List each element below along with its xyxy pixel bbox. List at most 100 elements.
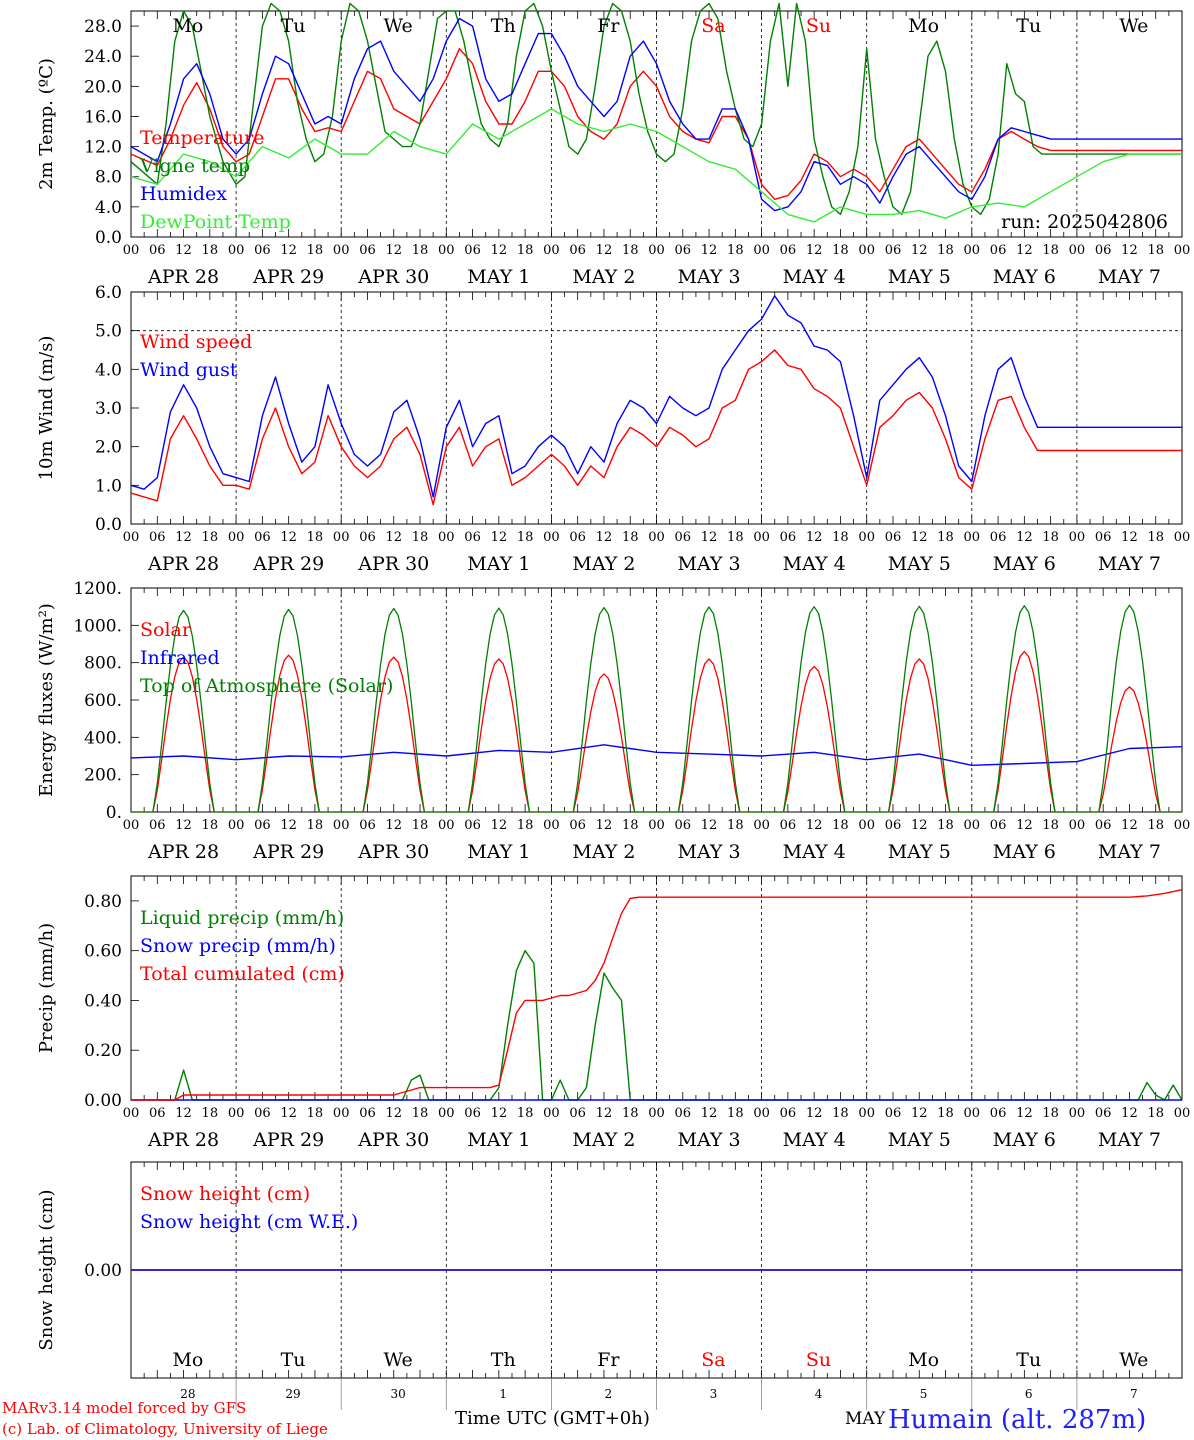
hour-tick-label: 00	[1069, 818, 1086, 833]
hour-tick-label: 12	[806, 530, 823, 545]
energy-series-top-of-atmosphere-solar	[131, 604, 1182, 813]
hour-tick-label: 06	[569, 1106, 586, 1121]
date-label: MAY 5	[888, 1129, 951, 1151]
hour-tick-label: 18	[727, 1106, 744, 1121]
precip-y-tick-label: 0.20	[84, 1041, 122, 1061]
hour-tick-label: 18	[202, 1106, 219, 1121]
date-label: APR 28	[147, 841, 219, 863]
weekday-label-bottom: Sa	[701, 1349, 725, 1371]
day-number-label: 3	[710, 1387, 718, 1401]
hour-tick-label: 12	[1016, 243, 1033, 258]
hour-tick-label: 18	[727, 818, 744, 833]
hour-tick-label: 06	[780, 243, 797, 258]
hour-tick-label: 00	[1069, 1106, 1086, 1121]
hour-tick-label: 06	[675, 530, 692, 545]
date-label: MAY 1	[467, 841, 530, 863]
snow-y-tick-label: 0.00	[84, 1261, 122, 1281]
date-label: MAY 3	[678, 841, 741, 863]
date-label: MAY 6	[993, 266, 1056, 288]
hour-tick-label: 18	[1042, 243, 1059, 258]
temp-y-tick-label: 20.0	[84, 77, 122, 97]
date-label: APR 30	[357, 266, 429, 288]
date-label: MAY 3	[678, 266, 741, 288]
hour-tick-label: 12	[491, 818, 508, 833]
energy-legend-2: Top of Atmosphere (Solar)	[140, 675, 393, 697]
wind-y-tick-label: 6.0	[95, 283, 122, 303]
hour-tick-label: 06	[885, 818, 902, 833]
temp-y-tick-label: 24.0	[84, 47, 122, 67]
hour-tick-label: 12	[175, 243, 192, 258]
hour-tick-label: 18	[307, 243, 324, 258]
hour-tick-label: 12	[806, 818, 823, 833]
hour-tick-label: 06	[149, 243, 166, 258]
hour-tick-label: 06	[1095, 1106, 1112, 1121]
hour-tick-label: 06	[1095, 243, 1112, 258]
copyright-credit: (c) Lab. of Climatology, University of L…	[2, 1420, 328, 1438]
weekday-label-top: Tu	[281, 15, 306, 37]
energy-y-tick-label: 0.	[106, 803, 122, 823]
weekday-label-top: Tu	[1016, 15, 1041, 37]
hour-tick-label: 18	[832, 530, 849, 545]
hour-tick-label: 00	[438, 530, 455, 545]
hour-tick-label: 06	[254, 530, 271, 545]
date-label: MAY 2	[572, 553, 635, 575]
hour-tick-label: 00	[858, 530, 875, 545]
snow-legend-0: Snow height (cm)	[140, 1183, 310, 1205]
hour-tick-label: 18	[1042, 818, 1059, 833]
weekday-label-top: We	[1119, 15, 1148, 37]
date-label: MAY 6	[993, 553, 1056, 575]
weekday-label-bottom: Su	[806, 1349, 831, 1371]
temp-y-tick-label: 8.0	[95, 168, 122, 188]
weekday-label-top: Mo	[172, 15, 203, 37]
date-label: MAY 4	[783, 553, 846, 575]
hour-tick-label: 18	[517, 1106, 534, 1121]
date-label: MAY 5	[888, 841, 951, 863]
hour-tick-label: 18	[622, 530, 639, 545]
temp-legend-3: DewPoint Temp	[140, 211, 291, 233]
hour-tick-label: 00	[228, 243, 245, 258]
hour-tick-label: 06	[885, 1106, 902, 1121]
wind-series-wind-gust	[130, 295, 1182, 498]
hour-tick-label: 12	[175, 818, 192, 833]
date-label: APR 28	[147, 1129, 219, 1151]
temp-series-dewpoint-temp	[130, 108, 1182, 223]
hour-tick-label: 06	[464, 1106, 481, 1121]
date-label: MAY 7	[1098, 1129, 1161, 1151]
day-number-label: 30	[390, 1387, 405, 1401]
month-label: MAY	[845, 1409, 886, 1429]
hour-tick-label: 12	[385, 530, 402, 545]
hour-tick-label: 18	[1042, 530, 1059, 545]
hour-tick-label: 18	[412, 243, 429, 258]
hour-tick-label: 12	[596, 1106, 613, 1121]
temp-y-tick-label: 4.0	[95, 198, 122, 218]
hour-tick-label: 00	[648, 1106, 665, 1121]
hour-tick-label: 00	[964, 243, 981, 258]
hour-tick-label: 06	[990, 818, 1007, 833]
weekday-label-top: Th	[491, 15, 516, 37]
wind-y-axis-label: 10m Wind (m/s)	[36, 336, 57, 481]
hour-tick-label: 12	[280, 1106, 297, 1121]
hour-tick-label: 12	[385, 818, 402, 833]
hour-tick-label: 18	[412, 818, 429, 833]
hour-tick-label: 06	[359, 530, 376, 545]
hour-tick-label: 18	[307, 818, 324, 833]
hour-tick-label: 06	[149, 1106, 166, 1121]
station-name: Humain (alt. 287m)	[888, 1405, 1146, 1435]
temp-y-tick-label: 0.0	[95, 228, 122, 248]
hour-tick-label: 00	[123, 243, 140, 258]
hour-tick-label: 12	[385, 243, 402, 258]
energy-series-infrared	[130, 744, 1183, 766]
weekday-label-bottom: We	[384, 1349, 413, 1371]
temp-y-tick-label: 28.0	[84, 17, 122, 37]
hour-tick-label: 12	[806, 1106, 823, 1121]
hour-tick-label: 18	[1147, 818, 1164, 833]
date-label: MAY 5	[888, 553, 951, 575]
date-label: MAY 7	[1098, 266, 1161, 288]
weekday-label-bottom: We	[1119, 1349, 1148, 1371]
date-label: MAY 4	[783, 266, 846, 288]
hour-tick-label: 12	[1121, 530, 1138, 545]
energy-plot-frame	[130, 587, 1183, 813]
wind-y-tick-label: 0.0	[95, 515, 122, 535]
snow-legend-1: Snow height (cm W.E.)	[140, 1211, 358, 1233]
hour-tick-label: 06	[885, 530, 902, 545]
